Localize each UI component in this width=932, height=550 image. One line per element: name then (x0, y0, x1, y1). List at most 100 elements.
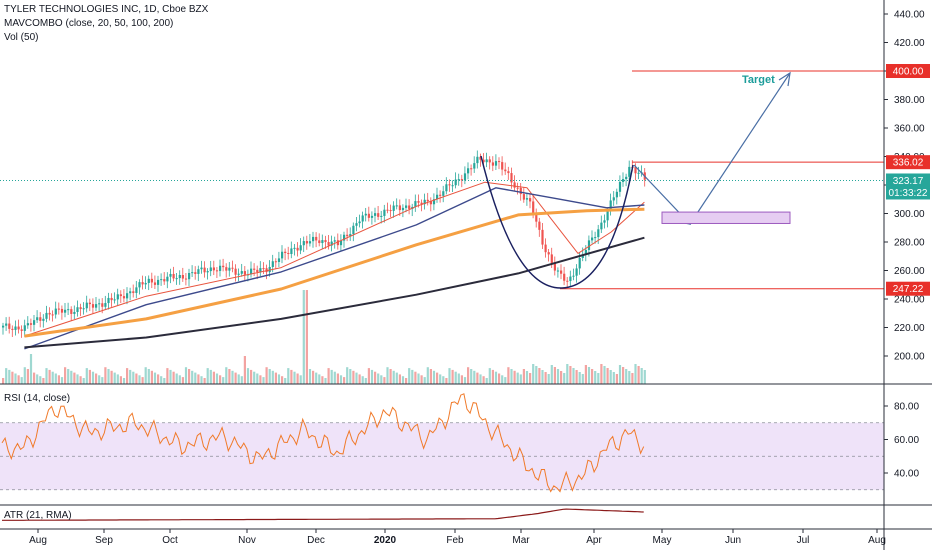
candle-body (8, 323, 11, 329)
volume-bar (454, 371, 457, 384)
ma-50-line (24, 187, 645, 350)
candle-body (547, 252, 550, 255)
volume-bar (587, 367, 591, 384)
volume-bar (479, 374, 482, 384)
rsi-legend[interactable]: RSI (14, close) (4, 393, 71, 404)
candle-body (169, 273, 172, 277)
volume-bar (259, 375, 262, 384)
cup-curve (480, 155, 634, 289)
annotations: Target (0, 70, 884, 290)
candle-body (572, 275, 575, 277)
volume-bar (163, 378, 166, 384)
candle-body (308, 241, 312, 244)
candle-body (587, 240, 591, 250)
volume-bar (451, 369, 454, 384)
volume-bar (231, 370, 234, 384)
candle-body (178, 274, 181, 279)
candle-body (609, 200, 612, 212)
candle-body (144, 282, 147, 285)
volume-bar (420, 375, 423, 384)
candle-body (222, 265, 225, 268)
volume-bar (33, 372, 36, 384)
time-axis-label: 2020 (374, 535, 397, 546)
volume-bar (516, 372, 519, 384)
candle-body (448, 184, 451, 186)
volume-bar (98, 375, 101, 384)
candle-body (442, 191, 445, 196)
candle-body (262, 268, 265, 270)
atr-legend[interactable]: ATR (21, RMA) (4, 510, 72, 521)
volume-bar (228, 369, 231, 384)
candle-body (73, 311, 76, 314)
volume-bar (504, 377, 507, 384)
volume-bar (268, 369, 271, 384)
candle-body (429, 201, 432, 205)
volume-bar (522, 369, 525, 384)
candle-body (110, 297, 113, 301)
candle-body (215, 270, 219, 272)
candle-body (575, 268, 578, 276)
candle-body (23, 325, 26, 331)
candle-body (532, 201, 535, 215)
candle-body (14, 326, 17, 330)
volume-bar (274, 372, 277, 384)
candle-body (184, 278, 188, 280)
volume-bar (457, 373, 460, 384)
volume-bar (566, 364, 569, 384)
volume-bar (271, 370, 274, 384)
last-price-countdown: 01:33:22 (889, 188, 928, 199)
volume-legend[interactable]: Vol (50) (4, 32, 39, 43)
candle-body (510, 173, 513, 183)
candle-body (150, 278, 153, 283)
candle-body (386, 209, 389, 211)
candle-body (519, 187, 522, 195)
candle-body (36, 317, 39, 321)
level-tag-text: 336.02 (893, 158, 924, 169)
candle-body (20, 329, 23, 331)
candle-body (352, 225, 355, 235)
candle-body (550, 254, 553, 264)
indicator-legend[interactable]: MAVCOMBO (close, 20, 50, 100, 200) (4, 18, 174, 29)
volume-bar (318, 374, 321, 384)
candle-body (175, 278, 178, 280)
candle-body (544, 244, 547, 253)
volume-bar (612, 372, 615, 384)
volume-bar (501, 375, 504, 384)
volume-bar (398, 374, 401, 384)
volume-bar (383, 377, 386, 384)
candle-body (581, 254, 584, 258)
candle-body (163, 279, 166, 282)
volume-bar (476, 372, 479, 384)
time-axis-label: Aug (29, 535, 47, 546)
volume-bar (426, 367, 429, 384)
symbol-legend[interactable]: TYLER TECHNOLOGIES INC, 1D, Cboe BZX (4, 4, 209, 15)
candle-body (367, 213, 370, 218)
volume-bar (442, 376, 445, 384)
volume-bar (643, 370, 646, 384)
candle-body (253, 268, 256, 270)
volume-bar (246, 368, 250, 384)
volume-bar (333, 371, 336, 384)
candle-body (296, 247, 299, 251)
candle-body (119, 294, 122, 297)
candle-body (473, 163, 476, 169)
volume-bar (122, 378, 126, 384)
candle-body (634, 166, 637, 174)
candle-body (463, 173, 467, 181)
level-tag: 247.22 (886, 281, 930, 296)
volume-bar (88, 369, 91, 384)
candle-body (26, 323, 29, 326)
candle-body (76, 307, 79, 312)
candle-body (563, 273, 566, 281)
candle-body (57, 308, 60, 310)
volume-bar (553, 367, 556, 384)
candle-body (271, 261, 274, 267)
candle-body (504, 169, 507, 172)
candle-body (541, 229, 544, 245)
price-tick-label: 300.00 (894, 209, 925, 220)
volume-bar (209, 369, 212, 384)
candle-body (312, 236, 315, 242)
volume-bar (178, 375, 181, 384)
